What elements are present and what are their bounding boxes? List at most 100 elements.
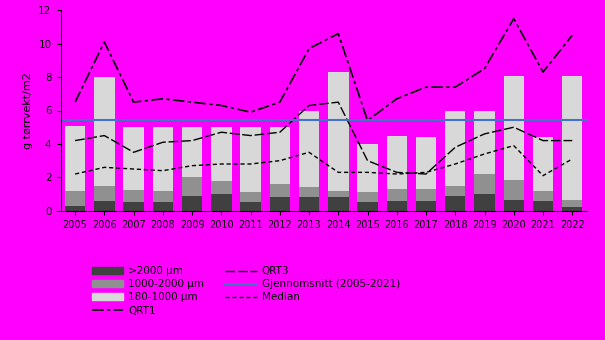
Bar	[211, 181, 232, 194]
Gjennomsnitt (2005-2021)	[71, 118, 79, 122]
Bar	[387, 136, 407, 189]
Bar	[445, 196, 465, 211]
Median	[393, 172, 401, 176]
Bar	[152, 202, 173, 211]
Bar	[270, 184, 290, 198]
Median	[539, 174, 546, 178]
QRT1	[247, 110, 254, 114]
QRT3	[393, 170, 401, 174]
Bar	[182, 127, 202, 177]
Line: Median: Median	[75, 146, 572, 176]
Median	[306, 150, 313, 154]
Bar	[152, 191, 173, 202]
Median	[276, 158, 283, 163]
Bar	[358, 144, 378, 192]
Bar	[562, 207, 583, 211]
QRT3	[276, 130, 283, 134]
Bar	[299, 110, 319, 187]
Median	[451, 162, 459, 166]
Bar	[474, 194, 495, 211]
Y-axis label: g tørrvekt/m2: g tørrvekt/m2	[22, 72, 33, 149]
QRT1	[393, 97, 401, 101]
QRT1	[276, 100, 283, 104]
QRT1	[71, 100, 79, 104]
Bar	[123, 127, 144, 190]
QRT1	[481, 67, 488, 71]
QRT3	[247, 134, 254, 138]
QRT3	[130, 150, 137, 154]
Median	[364, 170, 371, 174]
Median	[218, 162, 225, 166]
Median	[247, 162, 254, 166]
Bar	[387, 201, 407, 211]
Bar	[387, 189, 407, 201]
Bar	[299, 198, 319, 211]
QRT3	[71, 139, 79, 143]
QRT1	[364, 119, 371, 123]
Bar	[416, 137, 436, 189]
Bar	[270, 127, 290, 184]
Bar	[503, 76, 524, 180]
Bar	[358, 192, 378, 202]
Bar	[416, 189, 436, 201]
Bar	[94, 77, 114, 186]
Bar	[562, 200, 583, 207]
QRT1	[539, 70, 546, 74]
Bar	[328, 198, 348, 211]
Bar	[182, 177, 202, 196]
Median	[130, 167, 137, 171]
Bar	[123, 190, 144, 202]
QRT3	[510, 125, 517, 129]
Bar	[182, 196, 202, 211]
QRT3	[218, 130, 225, 134]
Bar	[299, 187, 319, 198]
Median	[335, 170, 342, 174]
QRT3	[569, 139, 576, 143]
Gjennomsnitt (2005-2021)	[100, 118, 108, 122]
Bar	[270, 198, 290, 211]
Bar	[65, 206, 85, 211]
QRT1	[218, 103, 225, 107]
Legend: >2000 μm, 1000-2000 μm, 180-1000 μm, QRT1, QRT3, Gjennomsnitt (2005-2021), Media: >2000 μm, 1000-2000 μm, 180-1000 μm, QRT…	[92, 266, 400, 316]
QRT1	[130, 100, 137, 104]
Bar	[94, 201, 114, 211]
QRT1	[510, 17, 517, 21]
QRT3	[159, 140, 166, 144]
Bar	[562, 76, 583, 200]
Bar	[240, 192, 261, 202]
Bar	[328, 191, 348, 198]
QRT3	[100, 134, 108, 138]
Bar	[474, 174, 495, 194]
Bar	[211, 127, 232, 181]
Line: QRT1: QRT1	[75, 19, 572, 121]
QRT3	[481, 132, 488, 136]
QRT3	[422, 172, 430, 176]
QRT3	[306, 103, 313, 107]
QRT1	[306, 47, 313, 51]
QRT1	[189, 100, 196, 104]
Bar	[358, 202, 378, 211]
QRT1	[569, 33, 576, 37]
Bar	[533, 191, 553, 201]
Bar	[445, 186, 465, 196]
QRT1	[335, 32, 342, 36]
QRT3	[539, 139, 546, 143]
Median	[159, 169, 166, 173]
Median	[510, 143, 517, 148]
Bar	[94, 186, 114, 201]
QRT3	[189, 139, 196, 143]
Median	[71, 172, 79, 176]
Bar	[65, 191, 85, 206]
QRT3	[364, 158, 371, 163]
Median	[100, 165, 108, 169]
Line: QRT3: QRT3	[75, 102, 572, 174]
QRT1	[422, 85, 430, 89]
Bar	[240, 202, 261, 211]
QRT1	[451, 85, 459, 89]
QRT3	[335, 100, 342, 104]
Median	[422, 170, 430, 174]
Median	[569, 157, 576, 161]
QRT3	[451, 145, 459, 149]
QRT1	[159, 97, 166, 101]
QRT1	[100, 40, 108, 44]
